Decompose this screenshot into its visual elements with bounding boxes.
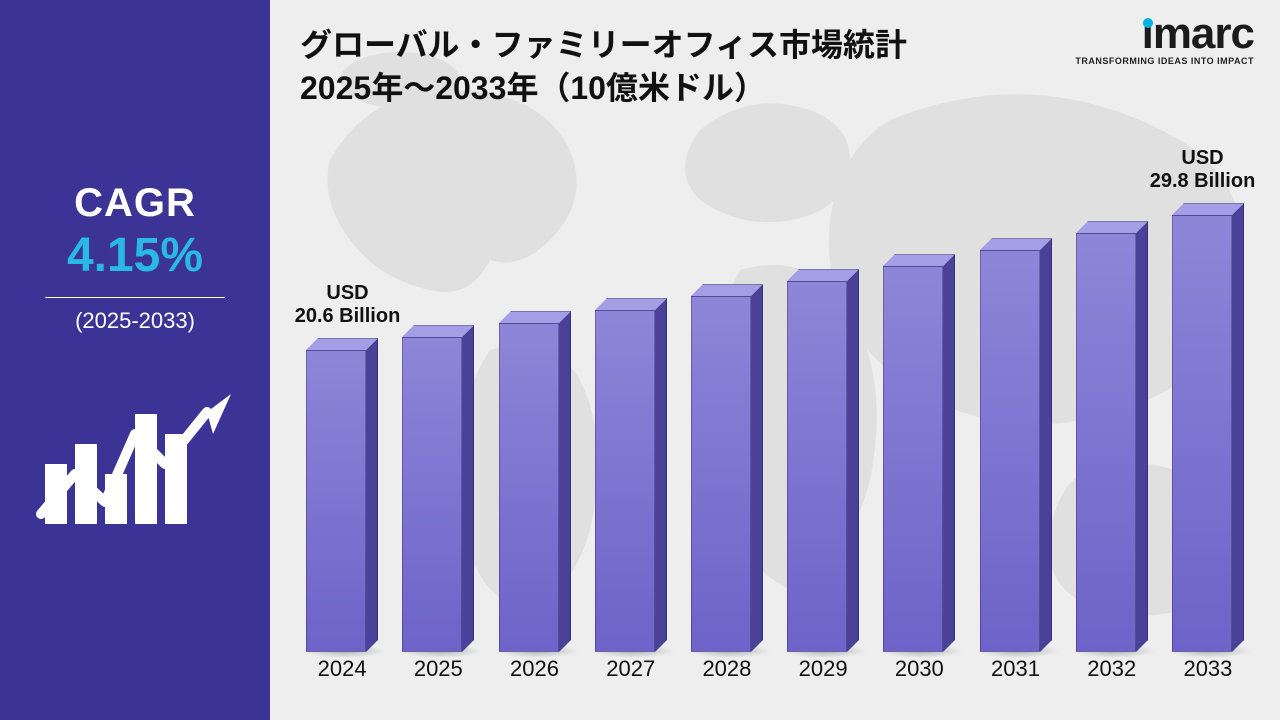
cagr-range: (2025-2033) — [75, 308, 195, 334]
bar-slot — [1070, 130, 1154, 652]
title-line1: グローバル・ファミリーオフィス市場統計 — [300, 27, 907, 63]
bar-slot — [973, 130, 1057, 652]
main-panel: グローバル・ファミリーオフィス市場統計 2025年～2033年（10億米ドル） … — [270, 0, 1280, 720]
bar-slot — [492, 130, 576, 652]
value-callout: USD29.8 Billion — [1143, 147, 1263, 193]
year-label: 2027 — [589, 656, 673, 692]
growth-chart-icon — [35, 374, 235, 539]
cagr-value: 4.15% — [67, 228, 203, 283]
year-label: 2030 — [877, 656, 961, 692]
bar — [499, 323, 571, 652]
logo-tagline: TRANSFORMING IDEAS INTO IMPACT — [1075, 56, 1254, 66]
year-label: 2031 — [973, 656, 1057, 692]
brand-logo: iımarc TRANSFORMING IDEAS INTO IMPACT — [1075, 14, 1254, 66]
bar — [1172, 215, 1244, 652]
year-label: 2026 — [492, 656, 576, 692]
logo-wordmark: iımarc — [1075, 14, 1254, 54]
bar-slot — [396, 130, 480, 652]
bars-row — [300, 130, 1250, 652]
bar — [787, 281, 859, 652]
year-label: 2032 — [1070, 656, 1154, 692]
bar — [691, 296, 763, 652]
sidebar-panel: CAGR 4.15% (2025-2033) — [0, 0, 270, 720]
bar — [595, 310, 667, 652]
value-callout: USD20.6 Billion — [288, 282, 408, 328]
bar-slot — [589, 130, 673, 652]
bar — [402, 337, 474, 652]
bar-slot — [300, 130, 384, 652]
bar-slot — [781, 130, 865, 652]
year-label: 2025 — [396, 656, 480, 692]
bar — [883, 266, 955, 652]
divider — [45, 297, 225, 298]
year-label: 2033 — [1166, 656, 1250, 692]
bar — [1076, 233, 1148, 652]
title-line2: 2025年～2033年（10億米ドル） — [300, 70, 766, 106]
bar — [306, 350, 378, 652]
bar-slot — [685, 130, 769, 652]
year-label: 2028 — [685, 656, 769, 692]
year-labels-row: 2024 2025 2026 2027 2028 2029 2030 2031 2032 2033 — [300, 656, 1250, 692]
chart-title: グローバル・ファミリーオフィス市場統計 2025年～2033年（10億米ドル） — [300, 24, 907, 110]
bar-slot — [877, 130, 961, 652]
year-label: 2029 — [781, 656, 865, 692]
root: CAGR 4.15% (2025-2033) — [0, 0, 1280, 720]
cagr-label: CAGR — [74, 181, 196, 226]
bar-chart: 2024 2025 2026 2027 2028 2029 2030 2031 2032 2033… — [300, 130, 1250, 692]
year-label: 2024 — [300, 656, 384, 692]
bar — [980, 250, 1052, 652]
bar-slot — [1166, 130, 1250, 652]
